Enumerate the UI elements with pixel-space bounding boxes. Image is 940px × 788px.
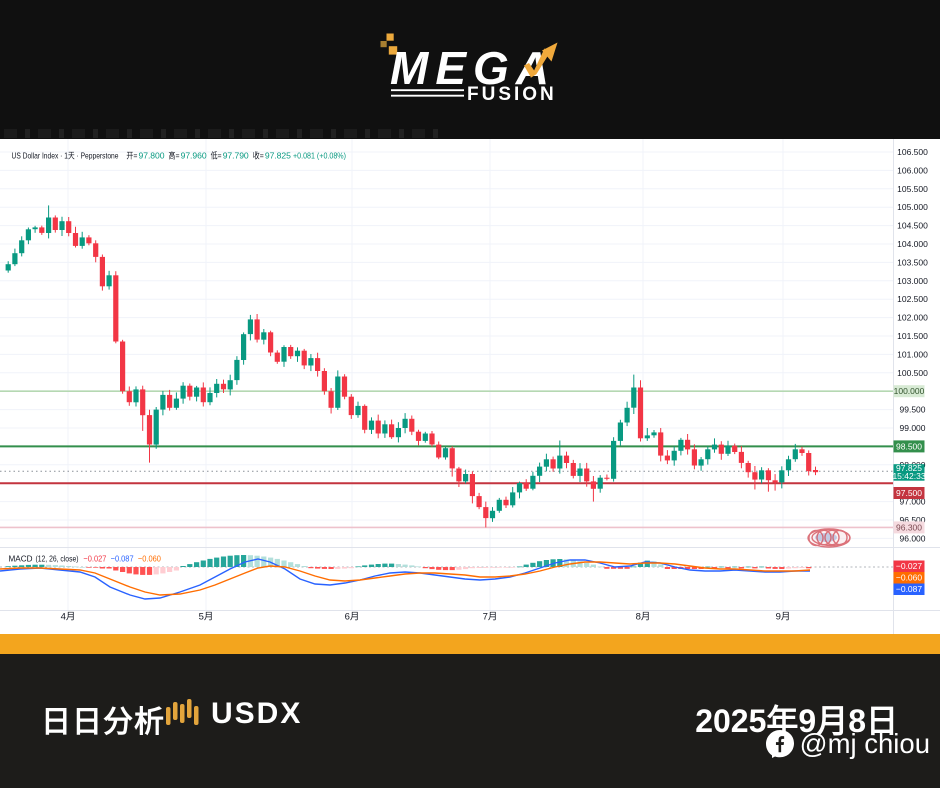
svg-text:9月: 9月 [776,612,791,623]
svg-text:106.500: 106.500 [897,147,928,157]
svg-text:FUSION: FUSION [467,84,557,105]
svg-text:99.000: 99.000 [900,423,926,433]
svg-text:5月: 5月 [199,612,214,623]
svg-text:4月: 4月 [61,612,76,623]
svg-text:103.000: 103.000 [897,276,928,286]
svg-text:100.000: 100.000 [894,386,925,396]
svg-text:105.000: 105.000 [897,202,928,212]
svg-text:106.000: 106.000 [897,165,928,175]
svg-text:102.500: 102.500 [897,294,928,304]
svg-text:96.500: 96.500 [900,515,926,525]
svg-text:6月: 6月 [345,612,360,623]
svg-text:96.300: 96.300 [896,522,922,532]
svg-text:−0.027: −0.027 [896,561,923,571]
svg-text:98.500: 98.500 [896,441,922,451]
svg-text:97.825: 97.825 [896,463,922,473]
svg-text:102.000: 102.000 [897,313,928,323]
svg-text:8月: 8月 [636,612,651,623]
svg-text:100.500: 100.500 [897,368,928,378]
svg-text:99.500: 99.500 [900,405,926,415]
svg-text:97.000: 97.000 [900,497,926,507]
svg-text:105.500: 105.500 [897,184,928,194]
svg-text:101.000: 101.000 [897,349,928,359]
svg-text:MEGA: MEGA [390,42,556,94]
svg-text:−0.060: −0.060 [896,573,923,583]
svg-text:97.500: 97.500 [896,488,922,498]
svg-text:104.000: 104.000 [897,239,928,249]
svg-text:MACD(12, 26, close)−0.027−0.08: MACD (12, 26, close) −0.027 −0.087 −0.060 [9,554,162,564]
svg-text:15:42:33: 15:42:33 [892,471,925,481]
svg-text:104.500: 104.500 [897,221,928,231]
svg-text:101.500: 101.500 [897,331,928,341]
svg-text:96.000: 96.000 [900,533,926,543]
svg-text:US Dollar Index · 1天 · Peppers: US Dollar Index · 1天 · Pepperstone 开=97.8… [12,150,347,161]
svg-text:7月: 7月 [483,612,498,623]
svg-text:−0.087: −0.087 [896,584,923,594]
svg-text:103.500: 103.500 [897,257,928,267]
